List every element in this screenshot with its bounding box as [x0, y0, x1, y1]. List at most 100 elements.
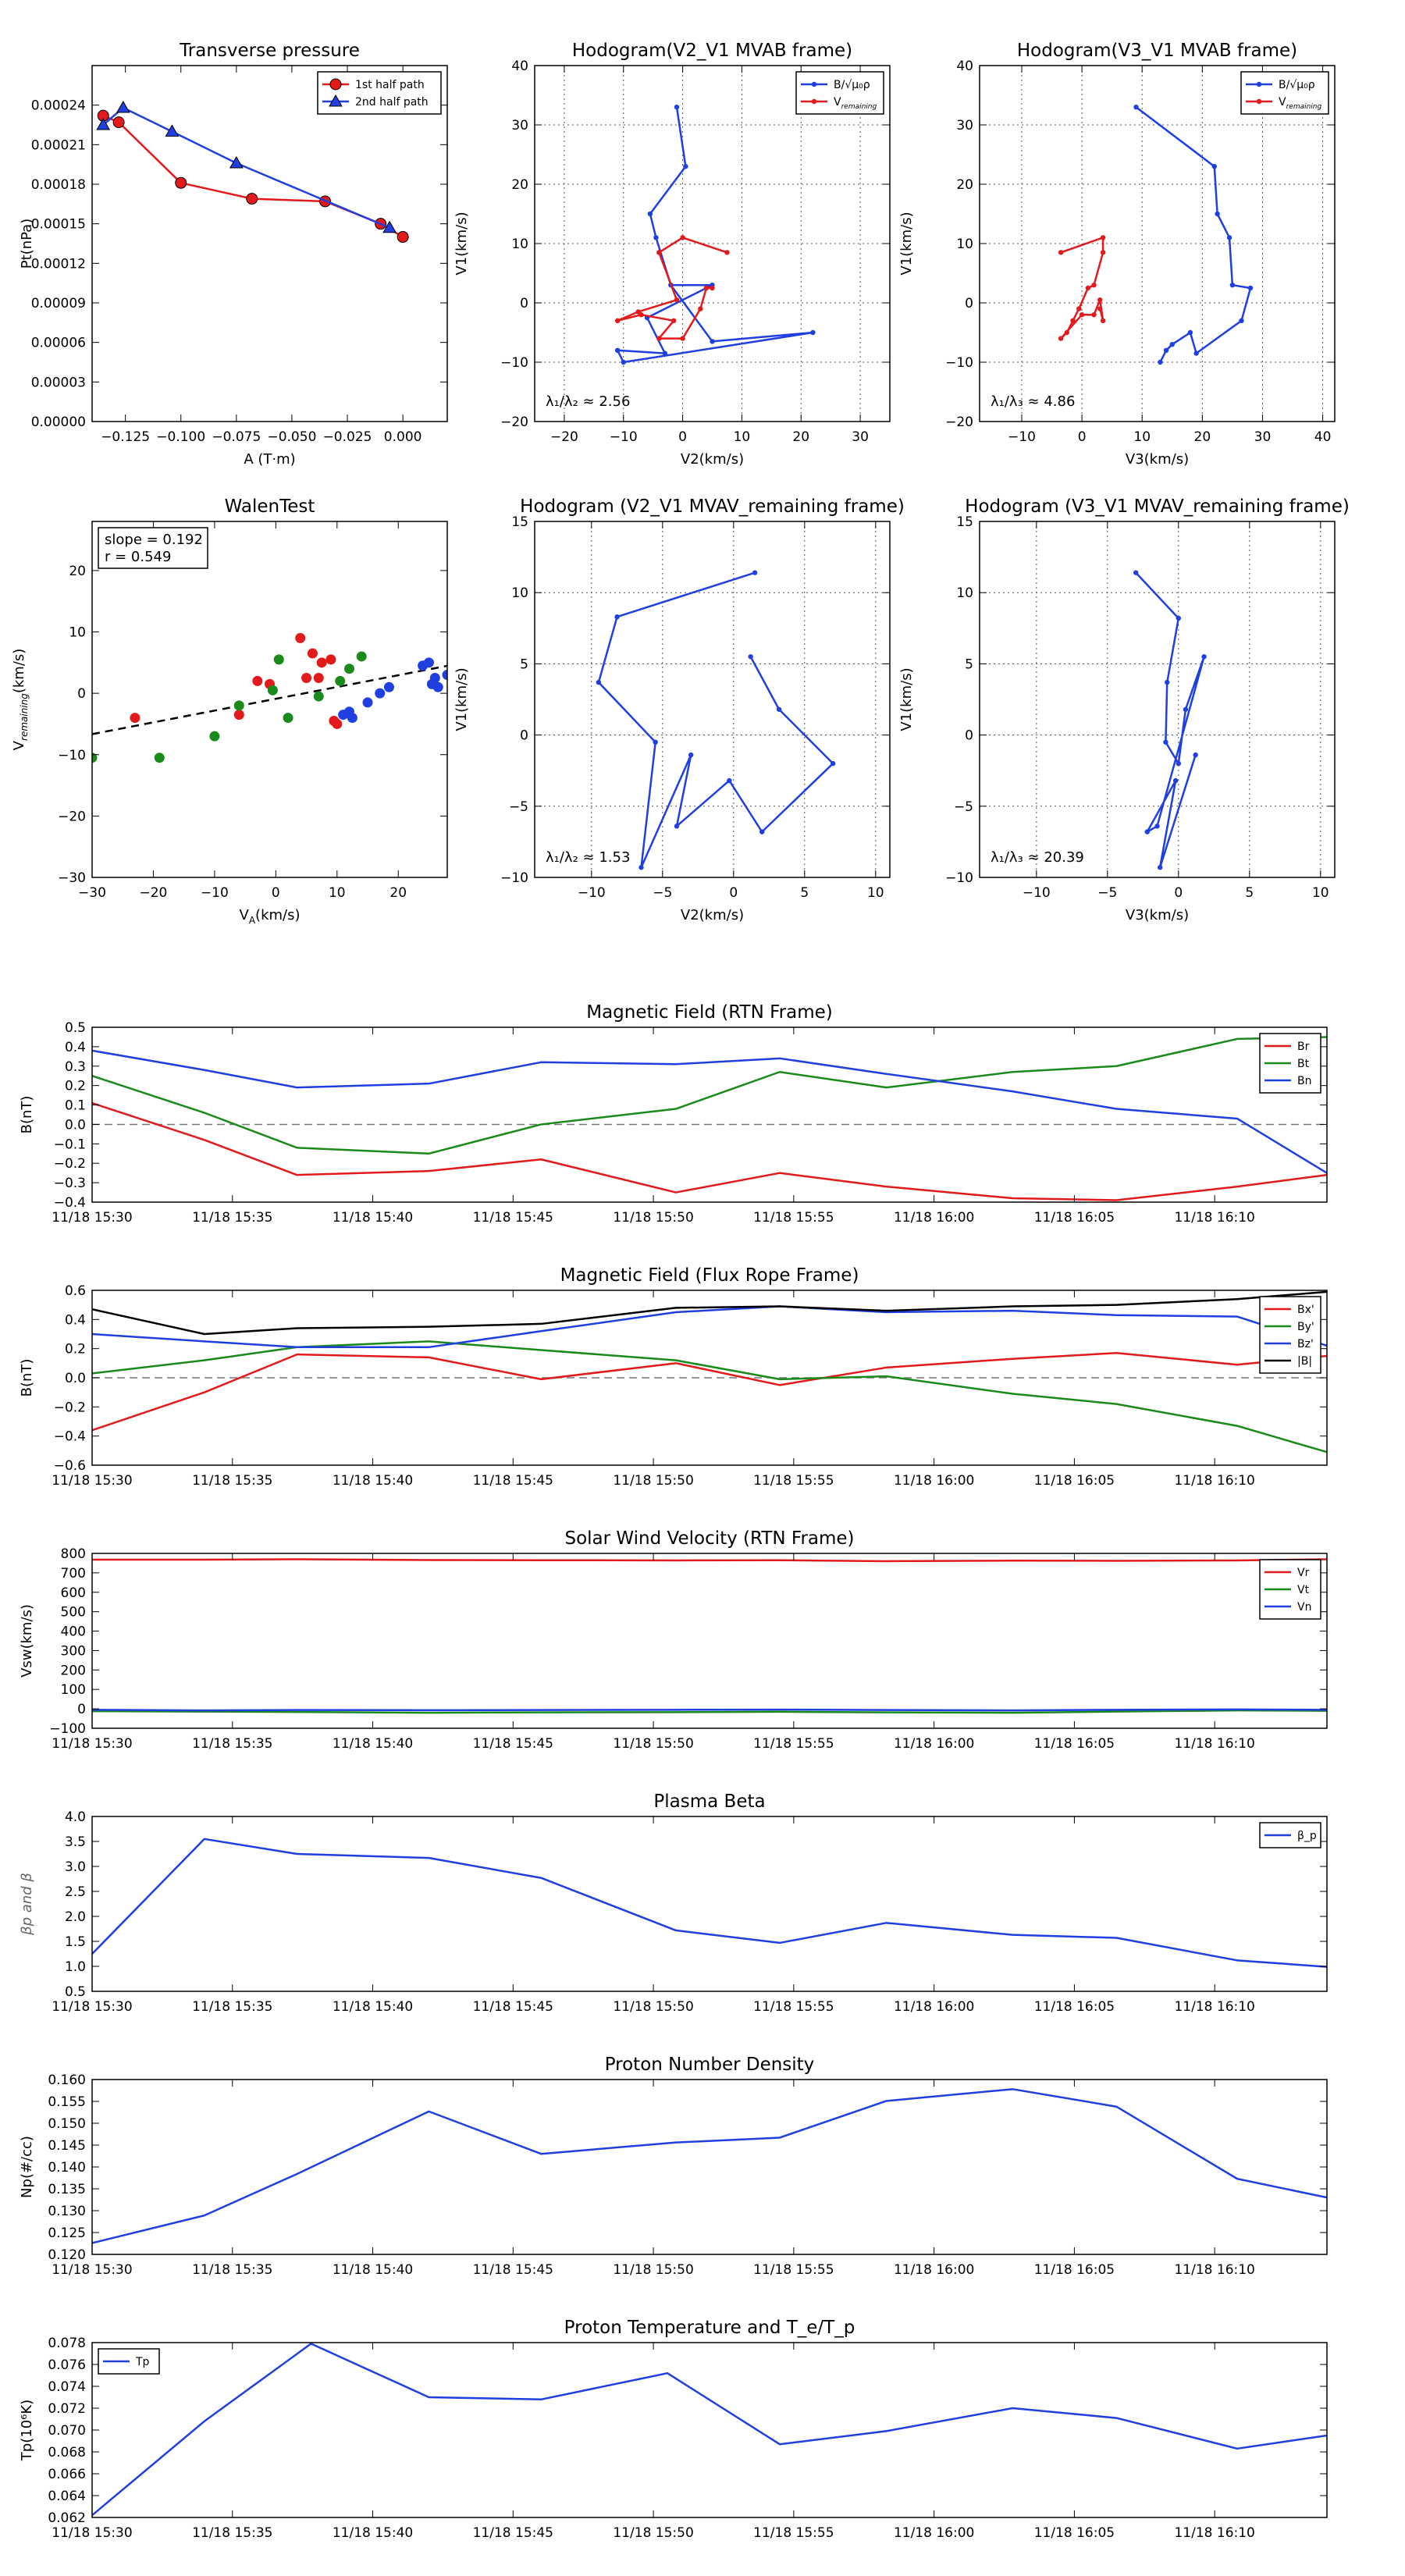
plot-frame: [979, 521, 1336, 878]
series-v-remaining: [1058, 235, 1106, 341]
chart-walen-test: WalenTest −30 −20 −10 0 10 20 −30 −20 −10 0 10 20 VA(…: [11, 496, 448, 926]
y-tick-label: 400: [61, 1624, 86, 1640]
y-tick-label: 0.2: [65, 1342, 86, 1357]
legend-label: 1st half path: [355, 79, 425, 91]
x-tick-label: 11/18 15:35: [192, 2525, 272, 2541]
legend-marker: [811, 98, 817, 105]
chart-proton-temperature: Proton Temperature and T_e/T_p 11/18 15:3…: [19, 2318, 1328, 2541]
legend-label: Bt: [1297, 1058, 1310, 1070]
data-point: [1091, 312, 1097, 318]
y-tick-label: 200: [61, 1663, 86, 1678]
x-tick-label: 11/18 15:55: [753, 1473, 834, 1489]
data-point: [1187, 329, 1193, 336]
data-point: [335, 675, 346, 686]
data-point: [656, 336, 662, 341]
data-point: [662, 350, 668, 356]
y-tick-label: 0.064: [48, 2489, 86, 2504]
data-layer: [1058, 105, 1254, 365]
y-tick-label: 1.5: [65, 1934, 86, 1950]
series-red: [130, 632, 343, 729]
x-tick-label: 5: [800, 885, 809, 901]
data-point: [1076, 306, 1082, 311]
data-point: [1247, 285, 1254, 291]
x-tick-label: 11/18 15:45: [473, 2262, 553, 2278]
x-tick-label: 11/18 15:50: [613, 1999, 693, 2015]
series-line: [92, 1290, 1327, 1336]
x-tick-label: −30: [78, 885, 106, 901]
x-tick-label: 20: [389, 885, 407, 901]
data-point: [1239, 318, 1244, 323]
y-tick-label: 0.125: [48, 2226, 86, 2241]
y-tick-label: 2.5: [65, 1884, 86, 1900]
y-tick-label: 0.130: [48, 2204, 86, 2219]
y-tick-label: 0.150: [48, 2116, 86, 2132]
y-tick-label: 0.160: [48, 2073, 86, 2088]
x-axis-label: V2(km/s): [681, 451, 744, 468]
chart-hodogram-v3-v1-mvab: Hodogram(V3_V1 MVAB frame) −10 0 10 20 30 40 −2…: [898, 41, 1336, 468]
data-layer: [596, 570, 836, 870]
legend-label: Vr: [1297, 1567, 1310, 1579]
y-tick-label: −10: [500, 355, 528, 371]
y-axis-label-unit: (km/s): [11, 649, 27, 693]
x-tick-label: 11/18 15:45: [473, 1999, 553, 2015]
legend-item-by: By': [1264, 1321, 1314, 1333]
data-layer: [92, 2088, 1327, 2244]
series-bx: [92, 1352, 1327, 1432]
y-axis-label: B(nT): [19, 1096, 35, 1134]
y-axis-label: V1(km/s): [898, 667, 915, 731]
series-1st-half-path: [97, 109, 409, 244]
x-tick-label: 11/18 15:40: [333, 2262, 413, 2278]
y-tick-label: 0: [965, 728, 973, 744]
y-tick-label: −20: [58, 809, 86, 824]
y-tick-label: 0: [77, 1702, 86, 1717]
x-tick-label: 11/18 16:05: [1034, 1999, 1115, 2015]
y-tick-label: 20: [511, 177, 528, 193]
x-tick-label: −5: [653, 885, 672, 901]
x-tick-label: 11/18 15:55: [753, 2262, 834, 2278]
data-point: [423, 657, 434, 668]
plot-frame: [91, 1816, 1328, 1992]
series-line: [92, 1558, 1327, 1563]
data-point: [810, 329, 816, 336]
x-tick-label: 11/18 16:10: [1174, 1473, 1254, 1489]
legend: Tp: [98, 2348, 160, 2375]
x-tick-label: 11/18 16:05: [1034, 2525, 1115, 2541]
eigenvalue-ratio-label: λ₁/λ₂ ≈ 1.53: [546, 849, 630, 866]
x-tick-label: 0: [678, 429, 687, 445]
y-tick-label: 10: [956, 585, 973, 601]
series-line: [1059, 237, 1104, 340]
data-point: [1176, 615, 1182, 621]
plot-frame: [979, 65, 1336, 422]
y-tick-label: 0.00021: [31, 137, 86, 153]
data-point: [283, 713, 293, 724]
series-tp: [92, 2343, 1327, 2517]
data-point: [397, 231, 409, 244]
stats-text: slope = 0.192: [105, 532, 203, 548]
series-bz: [92, 1305, 1327, 1349]
data-point: [647, 211, 653, 217]
legend: β_p: [1259, 1822, 1321, 1848]
data-layer: [92, 1036, 1327, 1201]
series-line: [1135, 571, 1205, 869]
chart-title: Hodogram(V3_V1 MVAB frame): [1017, 41, 1297, 61]
legend: Vr Vt Vn: [1259, 1559, 1321, 1620]
series-p: [92, 1838, 1327, 1968]
data-point: [307, 648, 318, 659]
chart-plasma-beta: Plasma Beta 11/18 15:30 11/18 15:35 11/18 1…: [19, 1791, 1328, 2015]
y-tick-label: 0.00018: [31, 177, 86, 193]
y-tick-label: −10: [945, 870, 973, 886]
x-tick-label: 11/18 16:05: [1034, 1473, 1115, 1489]
data-point: [1172, 777, 1179, 784]
series-line: [102, 115, 404, 238]
y-axis-label: Vsw(km/s): [19, 1604, 35, 1678]
series-vr: [92, 1558, 1327, 1563]
x-tick-label: 10: [1133, 429, 1151, 445]
y-tick-label: 0.5: [65, 1020, 86, 1036]
y-tick-label: 0.2: [65, 1079, 86, 1094]
y-tick-label: −0.6: [54, 1458, 86, 1474]
series-br: [92, 1101, 1327, 1201]
y-tick-label: 0: [520, 728, 528, 744]
x-tick-label: −10: [578, 885, 606, 901]
legend-marker: [1256, 98, 1262, 105]
